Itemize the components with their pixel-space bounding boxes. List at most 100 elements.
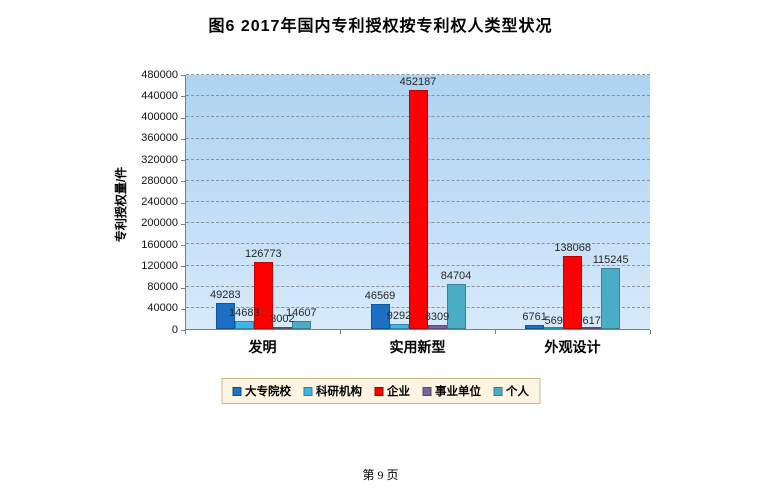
legend-label: 企业	[387, 386, 410, 398]
y-tick-label: 400000	[141, 111, 178, 123]
y-tick-mark	[181, 117, 185, 119]
y-tick-mark	[181, 266, 185, 268]
bar-slot: 138068	[554, 75, 591, 329]
data-label: 617	[582, 314, 601, 327]
y-tick-mark	[181, 96, 185, 98]
bar-slot: 49283	[210, 75, 241, 329]
x-category-label: 发明	[248, 339, 277, 355]
x-tick-mark	[495, 330, 496, 334]
data-label: 138068	[554, 241, 592, 254]
y-tick-mark	[181, 75, 185, 76]
y-tick-label: 120000	[141, 259, 178, 272]
bar-slot: 9292	[386, 75, 412, 329]
data-label: 49283	[210, 288, 241, 301]
data-label: 14683	[229, 307, 260, 320]
data-label: 84704	[440, 270, 472, 283]
y-tick-mark	[181, 160, 185, 161]
y-tick-mark	[181, 202, 185, 204]
x-tick-mark	[340, 330, 341, 334]
legend-label: 个人	[506, 386, 529, 398]
bar	[291, 321, 311, 329]
bar	[427, 324, 447, 329]
y-tick-mark	[181, 287, 185, 289]
bar	[272, 327, 292, 329]
y-tick-mark	[181, 181, 185, 183]
legend-swatch-icon	[303, 386, 312, 396]
bar-slot: 14607	[286, 75, 317, 329]
page-number: 第 9 页	[362, 468, 399, 482]
bar	[370, 304, 390, 329]
bar	[446, 284, 466, 329]
data-label: 115245	[592, 254, 629, 267]
y-tick-mark	[181, 308, 185, 310]
data-label: 569	[544, 314, 563, 327]
chart-title: 图6 2017年国内专利授权按专利权人类型状况	[208, 18, 553, 35]
legend-swatch-icon	[493, 386, 502, 396]
data-label: 9292	[386, 310, 412, 323]
bar-slot: 569	[544, 75, 564, 329]
bar	[389, 324, 409, 329]
bar-group-2: 46569 9292 452187 8309 84704	[341, 75, 496, 329]
bar-slot: 3002	[270, 75, 295, 329]
gridline	[186, 74, 650, 75]
y-tick-label: 440000	[141, 89, 178, 102]
bar	[563, 255, 583, 329]
bar-slot: 84704	[441, 75, 471, 329]
y-tick-label: 80000	[147, 281, 178, 293]
y-tick-mark	[181, 245, 185, 246]
x-category-label: 外观设计	[544, 339, 601, 355]
bar	[234, 321, 254, 329]
y-tick-mark	[181, 138, 185, 140]
bar-slot: 6761	[522, 75, 547, 329]
y-tick-mark	[181, 223, 185, 225]
legend-item: 企业	[374, 383, 410, 399]
legend-item: 个人	[493, 383, 529, 399]
y-tick-label: 200000	[141, 217, 178, 230]
legend-item: 科研机构	[303, 383, 362, 399]
bar-slot: 46569	[365, 75, 395, 329]
y-tick-label: 480000	[141, 68, 178, 81]
data-label: 6761	[522, 311, 547, 324]
bar-group-3: 6761 569 138068 617 115245	[495, 75, 650, 329]
bar-slot: 617	[582, 75, 602, 329]
legend-label: 科研机构	[316, 386, 362, 398]
bar	[408, 89, 428, 329]
data-label: 14607	[286, 307, 317, 320]
bar-slot: 126773	[245, 75, 282, 329]
y-tick-label: 360000	[141, 132, 178, 145]
y-tick-label: 40000	[147, 302, 178, 315]
legend-label: 事业单位	[435, 386, 481, 398]
legend-swatch-icon	[374, 386, 383, 396]
y-tick-label: 280000	[141, 174, 178, 187]
bar-slot: 14683	[229, 75, 260, 329]
bar	[601, 268, 621, 329]
bar-slot: 8309	[425, 75, 449, 329]
x-category-label: 实用新型	[389, 339, 446, 355]
bar	[253, 261, 273, 329]
legend-swatch-icon	[422, 386, 431, 396]
bar-groups: 49283 14683 126773 3002 14607 46569 9292 452187…	[186, 75, 650, 329]
bar	[582, 327, 602, 329]
legend-item: 事业单位	[422, 383, 481, 399]
legend: 大专院校 科研机构 企业 事业单位 个人	[221, 378, 540, 404]
legend-swatch-icon	[232, 386, 241, 396]
data-label: 452187	[399, 75, 437, 88]
bar-slot: 115245	[593, 75, 629, 329]
y-tick-label: 0	[171, 323, 178, 336]
x-tick-mark	[650, 330, 651, 334]
y-tick-mark	[181, 330, 185, 331]
data-label: 126773	[244, 247, 282, 260]
data-label: 3002	[270, 313, 295, 326]
bar-slot: 452187	[400, 75, 436, 329]
legend-item: 大专院校	[232, 383, 291, 399]
x-tick-mark	[185, 330, 186, 334]
legend-label: 大专院校	[245, 386, 291, 398]
data-label: 46569	[364, 290, 396, 303]
y-tick-label: 320000	[141, 153, 178, 166]
bar	[215, 302, 235, 329]
y-tick-label: 160000	[141, 238, 178, 251]
bar-group-1: 49283 14683 126773 3002 14607	[186, 75, 341, 329]
plot-area: 49283 14683 126773 3002 14607 46569 9292 452187…	[185, 74, 650, 330]
